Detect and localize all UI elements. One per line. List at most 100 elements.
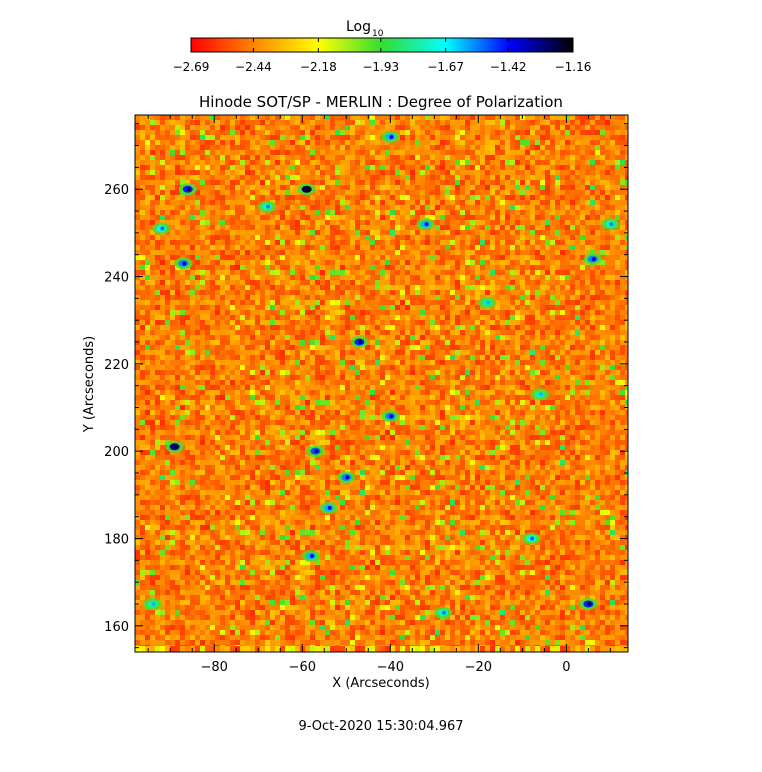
heatmap-cell [560,265,566,271]
heatmap-cell [585,150,591,156]
heatmap-cell [495,115,501,121]
heatmap-cell [445,125,451,131]
heatmap-cell [300,260,306,266]
heatmap-cell [350,175,356,181]
heatmap-cell [315,210,321,216]
heatmap-cell [340,335,346,341]
heatmap-cell [220,140,226,146]
heatmap-cell [560,280,566,286]
heatmap-cell [380,315,386,321]
heatmap-cell [280,215,286,221]
heatmap-cell [255,290,261,296]
heatmap-cell [330,335,336,341]
heatmap-cell [590,235,596,241]
heatmap-cell [190,335,196,341]
heatmap-cell [590,170,596,176]
heatmap-cell [155,340,161,346]
heatmap-cell [230,115,236,121]
heatmap-cell [420,125,426,131]
heatmap-cell [150,330,156,336]
heatmap-cell [485,290,491,296]
heatmap-cell [490,250,496,256]
heatmap-cell [585,295,591,301]
heatmap-cell [200,240,206,246]
heatmap-cell [470,195,476,201]
heatmap-cell [265,155,271,161]
heatmap-cell [160,305,166,311]
heatmap-cell [395,145,401,151]
heatmap-cell [235,300,241,306]
heatmap-cell [165,315,171,321]
heatmap-cell [325,135,331,141]
heatmap-cell [440,185,446,191]
heatmap-cell [305,235,311,241]
heatmap-cell [255,310,261,316]
heatmap-cell [450,135,456,141]
heatmap-cell [330,205,336,211]
heatmap-cell [510,360,516,366]
heatmap-cell [275,320,281,326]
heatmap-cell [525,350,531,356]
heatmap-cell [435,130,441,136]
heatmap-cell [370,140,376,146]
heatmap-cell [255,345,261,351]
heatmap-cell [415,315,421,321]
heatmap-cell [245,275,251,281]
heatmap-cell [400,295,406,301]
heatmap-cell [145,280,151,286]
heatmap-cell [300,135,306,141]
heatmap-cell [395,180,401,186]
heatmap-cell [360,170,366,176]
heatmap-cell [535,170,541,176]
heatmap-cell [570,145,576,151]
heatmap-cell [480,330,486,336]
heatmap-cell [400,165,406,171]
heatmap-cell [140,280,146,286]
heatmap-cell [260,300,266,306]
heatmap-cell [240,165,246,171]
heatmap-cell [390,270,396,276]
heatmap-cell [225,145,231,151]
heatmap-cell [250,180,256,186]
heatmap-cell [395,350,401,356]
heatmap-cell [510,125,516,131]
heatmap-cell [265,280,271,286]
heatmap-cell [245,195,251,201]
heatmap-cell [390,165,396,171]
heatmap-cell [290,120,296,126]
heatmap-cell [440,285,446,291]
heatmap-cell [165,350,171,356]
heatmap-cell [500,260,506,266]
heatmap-cell [340,250,346,256]
heatmap-cell [445,210,451,216]
heatmap-cell [215,115,221,121]
heatmap-cell [375,345,381,351]
heatmap-cell [235,280,241,286]
heatmap-cell [265,250,271,256]
heatmap-cell [465,200,471,206]
heatmap-cell [345,245,351,251]
heatmap-cell [460,350,466,356]
heatmap-cell [590,190,596,196]
heatmap-cell [230,195,236,201]
heatmap-cell [160,160,166,166]
heatmap-cell [325,290,331,296]
heatmap-cell [295,235,301,241]
heatmap-cell [310,315,316,321]
heatmap-cell [560,130,566,136]
heatmap-cell [305,155,311,161]
heatmap-cell [545,115,551,121]
heatmap-cell [395,190,401,196]
heatmap-cell [575,190,581,196]
heatmap-cell [140,175,146,181]
heatmap-cell [450,230,456,236]
heatmap-cell [330,325,336,331]
heatmap-cell [470,310,476,316]
heatmap-cell [540,300,546,306]
heatmap-cell [220,185,226,191]
heatmap-cell [480,155,486,161]
heatmap-cell [230,220,236,226]
heatmap-cell [210,290,216,296]
heatmap-cell [435,280,441,286]
heatmap-cell [145,230,151,236]
